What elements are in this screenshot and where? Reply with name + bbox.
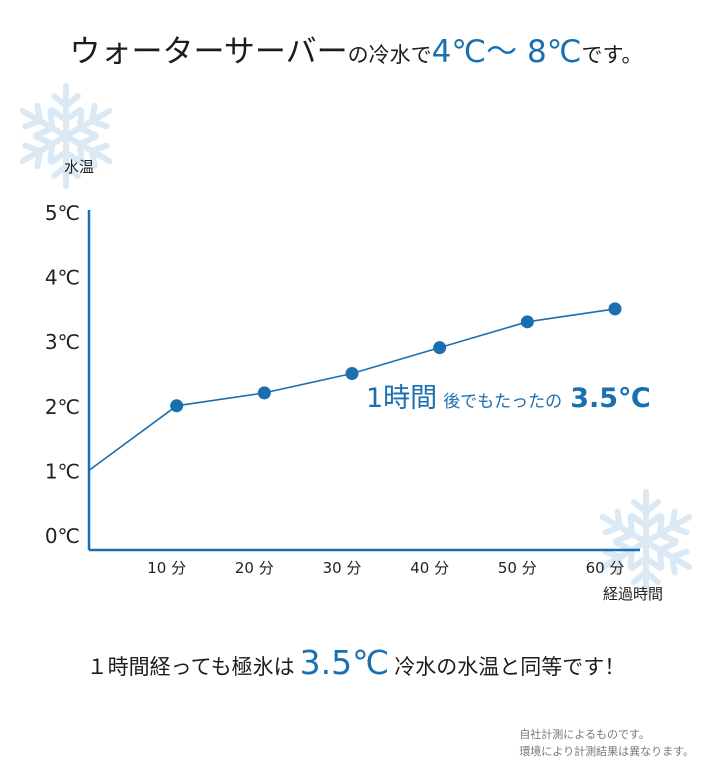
data-point — [433, 341, 447, 355]
bottom-message-value: 3.5℃ — [299, 643, 390, 682]
headline: ウォーターサーバーの冷水で4℃〜 8℃です。 — [0, 26, 712, 71]
bottom-message: １時間経っても極氷は 3.5℃ 冷水の水温と同等です！ — [0, 643, 712, 682]
temperature-line-chart: 0℃ 1℃ 2℃ 3℃ 4℃ 5℃ 10 分 20 分 30 分 40 分 50 分 60 分 水温… — [45, 158, 663, 603]
data-point — [608, 302, 622, 316]
y-tick-label: 2℃ — [45, 395, 80, 419]
y-axis-ticks: 0℃ 1℃ 2℃ 3℃ 4℃ 5℃ — [45, 201, 80, 548]
footnote: 自社計測によるものです。 環境により計測結果は異なります。 — [519, 726, 694, 760]
bottom-message-lead: １時間経っても極氷は — [86, 655, 295, 679]
y-axis-label: 水温 — [64, 158, 94, 176]
y-tick-label: 0℃ — [45, 524, 80, 548]
footnote-line-2: 環境により計測結果は異なります。 — [519, 745, 694, 758]
x-tick-label: 60 分 — [586, 559, 625, 577]
x-tick-label: 50 分 — [498, 559, 537, 577]
data-point — [170, 399, 184, 413]
series-line — [88, 308, 616, 472]
x-tick-label: 30 分 — [323, 559, 362, 577]
data-point — [520, 315, 534, 329]
x-axis-label: 経過時間 — [603, 585, 663, 603]
data-point — [345, 367, 359, 380]
headline-product: ウォーターサーバー — [69, 34, 348, 70]
y-tick-label: 5℃ — [45, 201, 80, 225]
x-tick-label: 10 分 — [147, 559, 186, 577]
y-tick-label: 1℃ — [45, 459, 80, 483]
bottom-message-tail: 冷水の水温と同等です！ — [394, 655, 626, 679]
x-axis-ticks: 10 分 20 分 30 分 40 分 50 分 60 分 — [147, 559, 624, 577]
x-tick-label: 20 分 — [235, 559, 274, 577]
annotation-hour: 1時間 — [366, 383, 437, 414]
headline-subject: の冷水で — [347, 43, 432, 67]
headline-ending: です。 — [581, 43, 643, 67]
chart-annotation: 1時間 後でもたったの 3.5℃ — [366, 383, 651, 414]
annotation-middle: 後でもたったの — [443, 392, 562, 412]
x-tick-label: 40 分 — [410, 559, 449, 577]
snowflake-icon-right — [590, 489, 702, 598]
y-tick-label: 3℃ — [45, 330, 80, 354]
headline-temperature-range: 4℃〜 8℃ — [431, 34, 582, 70]
footnote-line-1: 自社計測によるものです。 — [519, 728, 650, 741]
snowflake-icon-left — [10, 83, 122, 192]
annotation-value: 3.5℃ — [570, 383, 651, 414]
data-point — [257, 386, 271, 400]
y-tick-label: 4℃ — [45, 266, 80, 290]
data-points — [170, 302, 622, 413]
